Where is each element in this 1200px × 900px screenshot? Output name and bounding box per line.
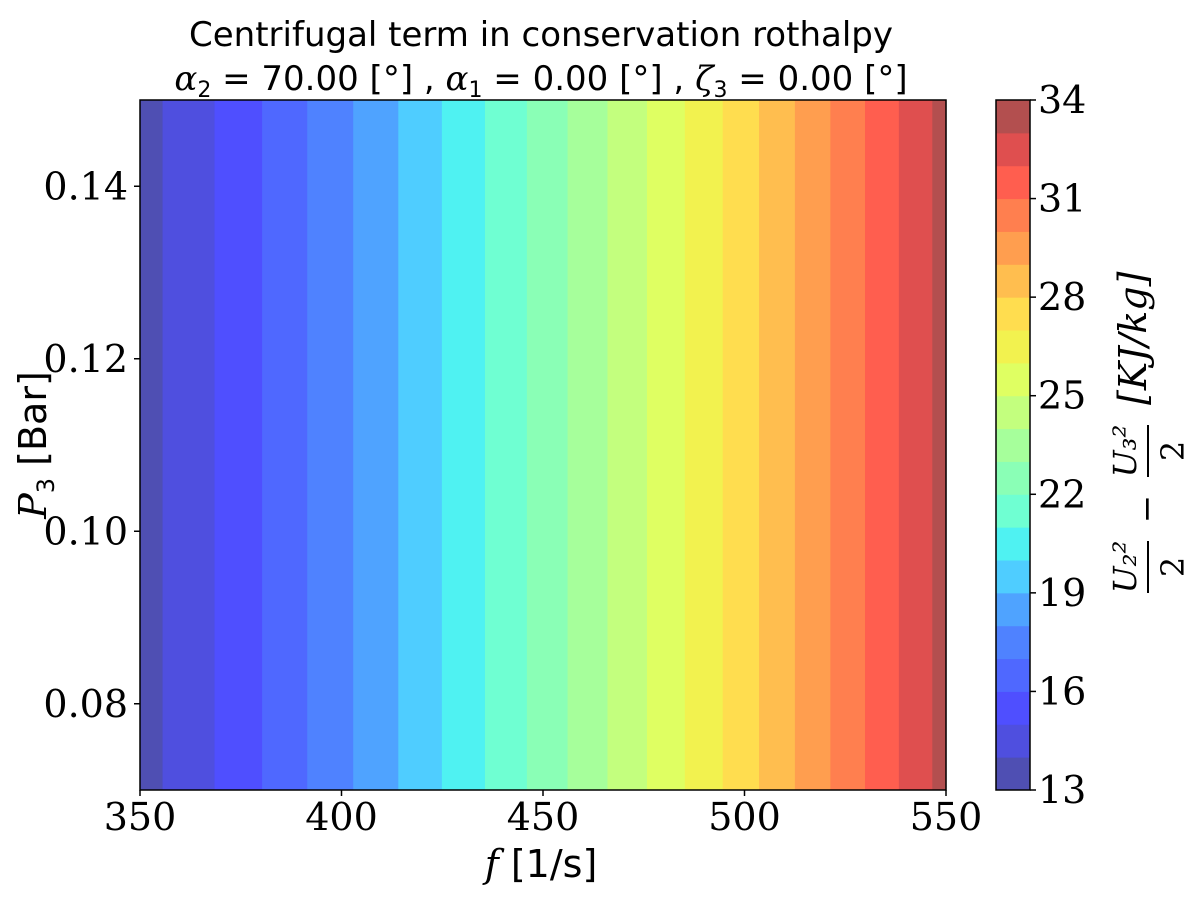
colorbar-ticks: 13 16 19 22 25 28 31 34 xyxy=(1030,78,1086,812)
y-axis: 0.08 0.10 0.12 0.14 xyxy=(43,164,140,726)
colorbar-tick-label: 13 xyxy=(1038,768,1086,812)
colorbar-segment xyxy=(996,428,1030,462)
colorbar-segment xyxy=(996,527,1030,561)
contour-band xyxy=(484,100,528,790)
colorbar xyxy=(996,100,1030,791)
colorbar-label-u2-numerator: U₂² xyxy=(1106,541,1144,594)
colorbar-segment xyxy=(996,724,1030,758)
contour-band xyxy=(646,100,686,790)
contour-band xyxy=(759,100,796,790)
y-axis-label-symbol: P xyxy=(11,492,55,520)
alpha1-subscript: 1 xyxy=(468,78,482,103)
contour-band xyxy=(162,100,216,790)
contour-band xyxy=(526,100,569,790)
y-tick-label: 0.10 xyxy=(43,509,128,553)
y-axis-label: P3 [Bar] xyxy=(11,371,60,520)
x-tick-label: 500 xyxy=(708,795,781,839)
colorbar-segment xyxy=(996,395,1030,430)
colorbar-segment xyxy=(996,362,1030,397)
colorbar-segment xyxy=(996,592,1030,627)
chart-subtitle: α2 = 70.00 [°] , α1 = 0.00 [°] , ζ3 = 0.… xyxy=(174,59,907,103)
contour-band xyxy=(140,100,164,790)
contour-band xyxy=(830,100,866,790)
colorbar-label-denominator-2: 2 xyxy=(1154,441,1192,461)
contour-band xyxy=(353,100,399,790)
y-tick-label: 0.08 xyxy=(43,682,128,726)
colorbar-segment xyxy=(996,264,1030,298)
alpha2-value: = 70.00 [°] , xyxy=(211,59,445,99)
zeta3-subscript: 3 xyxy=(714,78,728,103)
x-tick-label: 400 xyxy=(305,795,378,839)
y-axis-label-subscript: 3 xyxy=(32,478,60,493)
alpha1-value: = 0.00 [°] , xyxy=(482,59,695,99)
alpha2-subscript: 2 xyxy=(197,78,211,103)
colorbar-tick-label: 16 xyxy=(1038,669,1086,713)
contour-band xyxy=(214,100,263,790)
x-tick-label: 450 xyxy=(507,795,580,839)
colorbar-segment xyxy=(996,231,1030,265)
contour-band xyxy=(898,100,933,790)
colorbar-label-minus: − xyxy=(1127,495,1167,524)
contour-band xyxy=(262,100,308,790)
colorbar-segment xyxy=(996,165,1030,200)
contour-bands xyxy=(140,100,947,790)
colorbar-segment xyxy=(996,297,1030,331)
colorbar-tick-label: 28 xyxy=(1038,275,1086,319)
colorbar-segment xyxy=(996,560,1030,594)
zeta3-symbol: ζ xyxy=(695,59,716,99)
colorbar-segment xyxy=(996,132,1030,167)
contour-band xyxy=(864,100,900,790)
colorbar-label-denominator-1: 2 xyxy=(1154,557,1192,577)
contour-band xyxy=(794,100,831,790)
colorbar-segment xyxy=(996,461,1030,495)
colorbar-segment xyxy=(996,691,1030,725)
y-tick-label: 0.14 xyxy=(43,164,128,208)
colorbar-segment xyxy=(996,100,1030,134)
alpha2-symbol: α xyxy=(174,59,197,99)
colorbar-segment xyxy=(996,658,1030,692)
alpha1-symbol: α xyxy=(446,59,469,99)
colorbar-label: [KJ/kg] U₂² 2 − U₃² 2 xyxy=(1106,271,1192,593)
y-axis-label-unit: [Bar] xyxy=(11,371,55,478)
colorbar-segment xyxy=(996,330,1030,364)
contour-band xyxy=(441,100,486,790)
contour-band xyxy=(307,100,354,790)
x-tick-label: 550 xyxy=(910,795,983,839)
contour-band xyxy=(722,100,760,790)
contour-band xyxy=(567,100,609,790)
x-axis-label: f [1/s] xyxy=(482,842,598,886)
colorbar-tick-label: 22 xyxy=(1038,472,1086,516)
colorbar-frame xyxy=(995,99,1031,791)
x-tick-label: 350 xyxy=(104,795,177,839)
colorbar-tick-label: 31 xyxy=(1038,177,1086,221)
chart-title: Centrifugal term in conservation rothalp… xyxy=(189,15,893,55)
colorbar-tick-label: 34 xyxy=(1038,78,1086,122)
contour-band xyxy=(684,100,724,790)
colorbar-segment xyxy=(996,494,1030,528)
colorbar-segment xyxy=(996,625,1030,660)
colorbar-label-unit: [KJ/kg] xyxy=(1111,271,1155,405)
y-tick-label: 0.12 xyxy=(43,337,128,381)
colorbar-tick-label: 25 xyxy=(1038,374,1086,418)
colorbar-label-u3-numerator: U₃² xyxy=(1106,425,1144,478)
x-axis: 350 400 450 500 550 xyxy=(104,790,983,839)
contour-band xyxy=(932,100,947,790)
colorbar-tick-label: 19 xyxy=(1038,571,1086,615)
colorbar-segment xyxy=(996,198,1030,232)
x-axis-label-unit: [1/s] xyxy=(499,842,598,886)
contour-band xyxy=(398,100,443,790)
contour-band xyxy=(607,100,648,790)
colorbar-segment xyxy=(996,757,1030,791)
zeta3-value: = 0.00 [°] xyxy=(728,59,908,99)
